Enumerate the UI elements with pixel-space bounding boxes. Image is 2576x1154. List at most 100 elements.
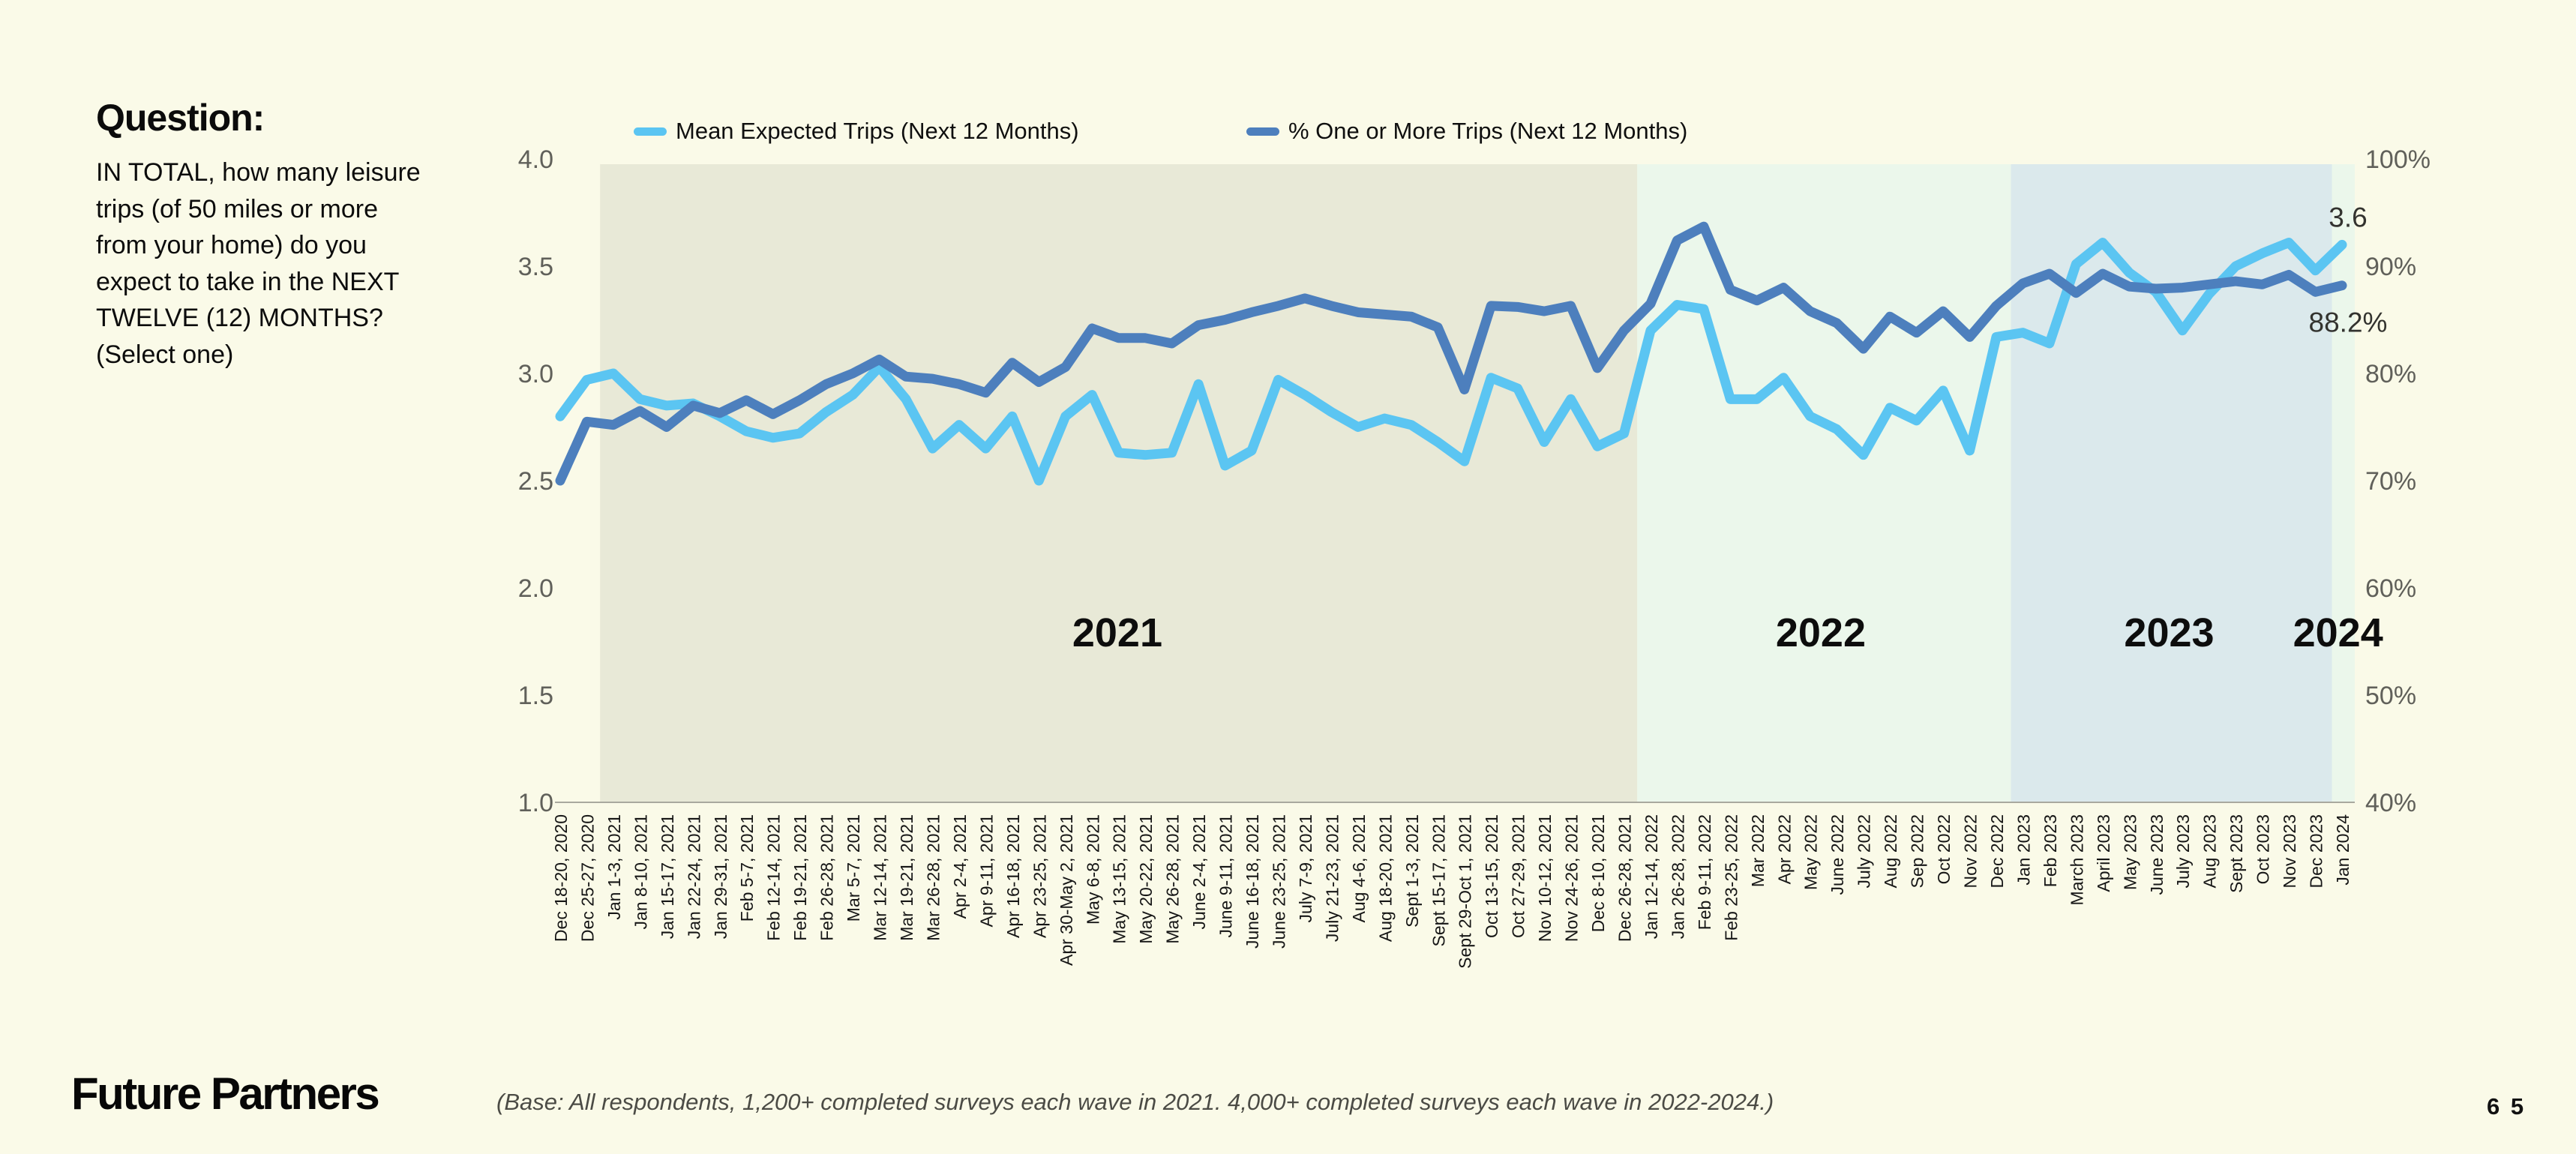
year-label-2024: 2024 (2293, 610, 2383, 655)
x-axis-tick: May 13-15, 2021 (1110, 814, 1129, 944)
future-partners-logo: Future Partners (71, 1069, 380, 1119)
year-band-2021 (600, 164, 1638, 802)
x-axis-tick: Feb 23-25, 2022 (1721, 814, 1741, 941)
x-axis-tick: May 2022 (1801, 814, 1821, 890)
x-axis-tick: Oct 2022 (1934, 814, 1954, 884)
x-axis-tick: Apr 30-May 2, 2021 (1057, 814, 1076, 966)
right-axis-tick: 60% (2365, 574, 2416, 603)
x-axis-tick: Feb 26-28, 2021 (817, 814, 837, 941)
right-axis-tick: 90% (2365, 253, 2416, 281)
x-axis-tick: Dec 8-10, 2021 (1588, 814, 1608, 932)
legend-item-mean-trips: Mean Expected Trips (Next 12 Months) (634, 118, 1079, 144)
x-axis-tick: Aug 4-6, 2021 (1349, 814, 1369, 923)
question-block: Question: IN TOTAL, how many leisure tri… (96, 96, 433, 373)
x-axis-tick: June 2022 (1828, 814, 1847, 895)
x-axis-tick: Feb 9-11, 2022 (1695, 814, 1714, 930)
x-axis-tick: May 26-28, 2021 (1163, 814, 1183, 944)
year-band-2024 (2332, 164, 2355, 802)
x-axis-tick: Dec 2023 (2307, 814, 2326, 888)
x-axis-tick: July 7-9, 2021 (1296, 814, 1315, 922)
series-line-pct-trips (555, 221, 2347, 486)
right-axis-tick: 70% (2365, 467, 2416, 496)
x-axis-tick: Apr 16-18, 2021 (1003, 814, 1023, 938)
year-band-2023 (2011, 164, 2332, 802)
x-axis-tick: Mar 19-21, 2021 (897, 814, 916, 941)
x-axis-tick: July 2023 (2173, 814, 2193, 888)
x-axis-tick: Sep 2022 (1908, 814, 1927, 888)
x-axis-tick: Aug 18-20, 2021 (1375, 814, 1395, 942)
x-axis-tick: May 20-22, 2021 (1136, 814, 1156, 944)
x-axis-tick: Mar 26-28, 2021 (923, 814, 943, 941)
x-axis-tick: Apr 9-11, 2021 (976, 814, 996, 927)
x-axis-tick: Sept 15-17, 2021 (1429, 814, 1448, 946)
left-axis-tick: 4.0 (518, 145, 553, 174)
x-axis-tick: Jan 1-3, 2021 (604, 814, 624, 920)
x-axis-tick: June 16-18, 2021 (1243, 814, 1262, 949)
x-axis-tick: Aug 2022 (1881, 814, 1900, 888)
x-axis-tick: Oct 2023 (2254, 814, 2273, 884)
legend-swatch-mean-icon (634, 127, 667, 136)
x-axis-tick: Oct 27-29, 2021 (1509, 814, 1528, 938)
x-axis-tick: Dec 26-28, 2021 (1615, 814, 1635, 942)
right-axis-tick: 50% (2365, 682, 2416, 710)
x-axis-tick: Jan 29-31, 2021 (711, 814, 730, 939)
x-axis-tick: Mar 12-14, 2021 (871, 814, 890, 941)
legend-swatch-pct-icon (1246, 127, 1279, 136)
year-label-2023: 2023 (2124, 610, 2214, 655)
base-note: (Base: All respondents, 1,200+ completed… (496, 1089, 1774, 1115)
x-axis-tick: June 2-4, 2021 (1189, 814, 1209, 929)
x-axis-tick: May 2023 (2120, 814, 2140, 890)
x-axis-tick: Sept 29-Oct 1, 2021 (1456, 814, 1475, 969)
left-axis-tick: 3.5 (518, 253, 553, 281)
x-axis-tick: Sept 2023 (2227, 814, 2246, 893)
x-axis-tick: Apr 23-25, 2021 (1030, 814, 1049, 938)
question-text: IN TOTAL, how many leisure trips (of 50 … (96, 158, 421, 370)
x-axis-tick: Mar 5-7, 2021 (844, 814, 863, 922)
x-axis-tick: Feb 12-14, 2021 (764, 814, 784, 941)
x-axis-tick: July 2022 (1855, 814, 1874, 888)
x-axis-tick: June 9-11, 2021 (1216, 814, 1236, 938)
x-axis-tick: May 6-8, 2021 (1083, 814, 1102, 925)
x-axis-tick: Jan 15-17, 2021 (658, 814, 677, 939)
left-axis-tick: 3.0 (518, 360, 553, 388)
x-axis-tick: Dec 25-27, 2020 (577, 814, 597, 942)
x-axis-tick: Aug 2023 (2200, 814, 2220, 888)
x-axis-tick: Jan 12-14, 2022 (1642, 814, 1661, 939)
x-axis-tick: Oct 13-15, 2021 (1482, 814, 1501, 938)
x-axis-tick: Nov 2022 (1961, 814, 1981, 888)
left-axis-tick: 2.5 (518, 467, 553, 496)
x-axis-tick: Sept 1-3, 2021 (1402, 814, 1422, 928)
year-band-2022 (1637, 164, 2011, 802)
x-axis-tick: Dec 2022 (1987, 814, 2007, 888)
x-axis-tick: Jan 8-10, 2021 (631, 814, 650, 929)
page-number: 6 5 (2487, 1093, 2527, 1120)
x-axis-tick: June 23-25, 2021 (1269, 814, 1288, 949)
right-axis-tick: 80% (2365, 360, 2416, 388)
right-axis-tick: 100% (2365, 145, 2431, 174)
x-axis-tick: Dec 18-20, 2020 (551, 814, 571, 942)
x-axis-tick: Jan 2023 (2014, 814, 2033, 886)
x-axis-tick: Nov 24-26, 2021 (1562, 814, 1582, 942)
x-axis-tick: Jan 26-28, 2022 (1668, 814, 1687, 939)
left-axis-tick: 2.0 (518, 574, 553, 603)
right-axis-tick: 40% (2365, 789, 2416, 817)
year-label-2021: 2021 (1072, 610, 1162, 655)
legend-item-pct-trips: % One or More Trips (Next 12 Months) (1246, 118, 1687, 144)
x-axis-tick: Jan 22-24, 2021 (684, 814, 703, 939)
left-axis-tick: 1.5 (518, 682, 553, 710)
x-axis-tick: June 2023 (2147, 814, 2167, 895)
legend-label-mean: Mean Expected Trips (Next 12 Months) (676, 118, 1079, 144)
x-axis-tick: March 2023 (2067, 814, 2086, 905)
x-axis-tick: Apr 2-4, 2021 (950, 814, 970, 919)
x-axis-tick: Nov 10-12, 2021 (1535, 814, 1555, 942)
question-heading: Question: (96, 97, 265, 139)
x-axis-tick: Jan 2024 (2333, 814, 2353, 886)
left-axis-tick: 1.0 (518, 789, 553, 817)
x-axis-tick: July 21-23, 2021 (1322, 814, 1342, 942)
year-label-2022: 2022 (1776, 610, 1866, 655)
value-annotation: 3.6 (2329, 202, 2367, 232)
value-annotation: 88.2% (2309, 307, 2388, 338)
series-line-mean-trips (555, 238, 2347, 486)
